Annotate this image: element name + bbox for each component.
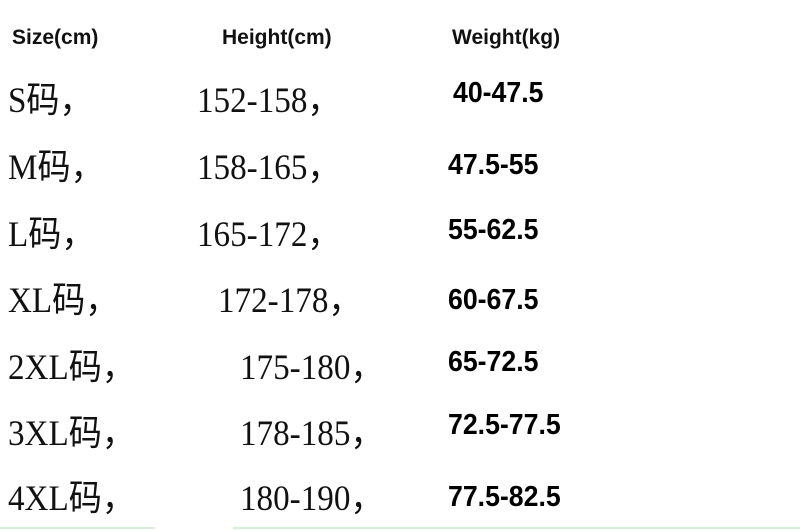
- weight-cell: 40-47.5: [453, 77, 544, 109]
- height-cell: 152-158，: [197, 80, 341, 120]
- weight-cell: 55-62.5: [448, 214, 539, 246]
- divider: [0, 527, 155, 529]
- height-cell: 172-178，: [218, 280, 362, 320]
- size-cell: 2XL码，: [8, 347, 135, 387]
- height-cell: 175-180，: [240, 347, 384, 387]
- size-cell: 3XL码，: [8, 413, 135, 453]
- weight-cell: 65-72.5: [448, 346, 539, 378]
- weight-cell: 77.5-82.5: [448, 481, 561, 513]
- height-cell: 165-172，: [197, 214, 341, 254]
- header-size: Size(cm): [12, 26, 99, 49]
- height-cell: 158-165，: [197, 147, 341, 187]
- height-cell: 180-190，: [240, 478, 384, 518]
- header-weight: Weight(kg): [452, 26, 561, 49]
- size-cell: XL码，: [8, 280, 119, 320]
- size-cell: 4XL码，: [8, 478, 135, 518]
- height-cell: 178-185，: [240, 413, 384, 453]
- size-cell: L码，: [8, 214, 95, 254]
- weight-cell: 47.5-55: [448, 149, 539, 181]
- size-cell: M码，: [8, 147, 104, 187]
- divider: [233, 527, 800, 529]
- header-height: Height(cm): [222, 26, 332, 49]
- weight-cell: 60-67.5: [448, 284, 539, 316]
- size-cell: S码，: [8, 80, 93, 120]
- weight-cell: 72.5-77.5: [448, 409, 561, 441]
